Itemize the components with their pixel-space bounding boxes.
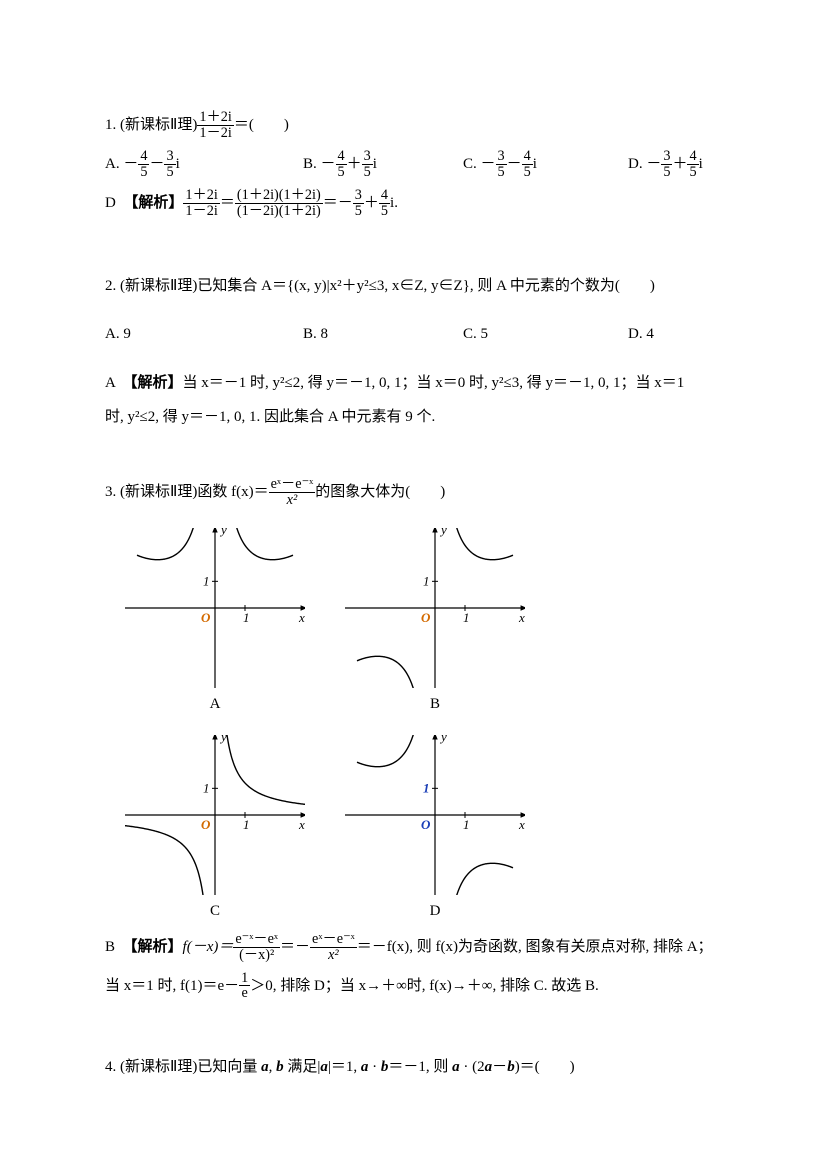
q3-stem: 3. (新课标Ⅱ理)函数 f(x)＝eˣ－e⁻ˣx²的图象大体为( )	[105, 477, 721, 508]
plot-C: 1 1 Ox y	[125, 735, 305, 895]
q1-stem: 1. (新课标Ⅱ理)1＋2i1－2i＝( )	[105, 110, 721, 141]
q1-optC: C. －35－45i	[463, 149, 628, 180]
analysis-label: 【解析】	[130, 938, 183, 955]
analysis-label: 【解析】	[131, 194, 184, 211]
q3-answer: B 【解析】f(－x)＝e⁻ˣ－eˣ(－x)²＝－eˣ－e⁻ˣx²＝－f(x),…	[105, 932, 721, 963]
svg-text:y: y	[439, 735, 447, 744]
svg-text:O: O	[201, 817, 211, 832]
analysis-label: 【解析】	[130, 374, 183, 391]
q2-optC: C. 5	[463, 317, 628, 352]
q1-optA: A. －45－35i	[105, 149, 303, 180]
q2-answer-cont: 时, y²≤2, 得 y＝－1, 0, 1. 因此集合 A 中元素有 9 个.	[105, 400, 721, 435]
plot-A: 1 1 Ox y	[125, 528, 305, 688]
q2-block: 2. (新课标Ⅱ理)已知集合 A＝{(x, y)|x²＋y²≤3, x∈Z, y…	[105, 269, 721, 435]
plot-label-D: D	[345, 901, 525, 922]
q2-answer: A 【解析】当 x＝－1 时, y²≤2, 得 y＝－1, 0, 1；当 x＝0…	[105, 366, 721, 401]
svg-text:x: x	[518, 610, 525, 625]
q1-prefix: 1. (新课标Ⅱ理)	[105, 117, 197, 133]
q1-options: A. －45－35i B. －45＋35i C. －35－45i D. －35＋…	[105, 149, 721, 180]
q3-answer-2: 当 x＝1 时, f(1)＝e－1e＞0, 排除 D；当 x→＋∞时, f(x)…	[105, 971, 721, 1002]
plot-B: 1 1 Ox y	[345, 528, 525, 688]
q2-optD: D. 4	[628, 317, 654, 352]
svg-text:1: 1	[423, 573, 430, 588]
q3-plots-row2: 11Oxy 11Oxy1	[125, 735, 721, 895]
q1-frac: 1＋2i1－2i	[197, 110, 233, 141]
svg-text:x: x	[298, 817, 305, 832]
q2-optB: B. 8	[303, 317, 463, 352]
q4-stem: 4. (新课标Ⅱ理)已知向量 a, b 满足|a|＝1, a · b＝－1, 则…	[105, 1057, 721, 1078]
svg-text:1: 1	[243, 817, 250, 832]
svg-text:1: 1	[203, 573, 210, 588]
svg-text:1: 1	[423, 780, 430, 795]
q3-labels-row2: C D	[125, 901, 721, 922]
q1-optD: D. －35＋45i	[628, 149, 703, 180]
svg-text:O: O	[201, 610, 211, 625]
svg-text:1: 1	[243, 610, 250, 625]
q1-answer: D 【解析】1＋2i1－2i＝(1＋2i)(1＋2i)(1－2i)(1＋2i)＝…	[105, 188, 721, 219]
q3-labels-row1: A B	[125, 694, 721, 715]
svg-text:O: O	[421, 817, 431, 832]
svg-text:y: y	[219, 735, 227, 744]
q1-tail: ＝( )	[234, 117, 289, 133]
svg-text:y: y	[439, 528, 447, 537]
svg-text:1: 1	[463, 610, 470, 625]
svg-text:x: x	[518, 817, 525, 832]
q2-optA: A. 9	[105, 317, 303, 352]
svg-text:O: O	[421, 610, 431, 625]
q4-text: 4. (新课标Ⅱ理)已知向量 a, b 满足|a|＝1, a · b＝－1, 则…	[105, 1059, 575, 1075]
plot-D: 11Oxy1	[345, 735, 525, 895]
svg-text:x: x	[298, 610, 305, 625]
q2-options: A. 9 B. 8 C. 5 D. 4	[105, 317, 721, 352]
q3-plots-row1: 1 1 Ox y 1 1 Ox y	[125, 528, 721, 688]
svg-text:1: 1	[463, 817, 470, 832]
svg-text:1: 1	[203, 780, 210, 795]
plot-label-B: B	[345, 694, 525, 715]
svg-text:y: y	[219, 528, 227, 537]
q2-stem: 2. (新课标Ⅱ理)已知集合 A＝{(x, y)|x²＋y²≤3, x∈Z, y…	[105, 269, 721, 304]
q1-optB: B. －45＋35i	[303, 149, 463, 180]
plot-label-A: A	[125, 694, 305, 715]
page: 1. (新课标Ⅱ理)1＋2i1－2i＝( ) A. －45－35i B. －45…	[0, 0, 826, 1126]
plot-label-C: C	[125, 901, 305, 922]
